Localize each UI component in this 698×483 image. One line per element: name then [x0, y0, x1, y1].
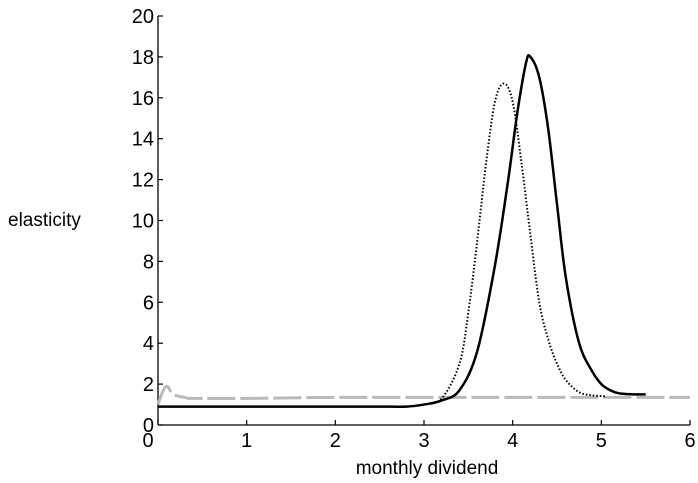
- axes: [157, 16, 690, 426]
- y-tick-label: 16: [132, 88, 154, 110]
- x-tick-label: 0: [142, 430, 153, 452]
- x-tick-label: 1: [241, 430, 252, 452]
- y-tick-label: 6: [143, 292, 154, 314]
- series-layer: [156, 54, 690, 408]
- series-line-solid: [158, 54, 646, 408]
- y-tick-label: 12: [132, 170, 154, 192]
- x-tick-label: 4: [507, 430, 518, 452]
- y-tick-label: 4: [143, 333, 154, 355]
- y-axis-ticks: 0 2 4 6 8 10 12 14 16 18 20: [132, 6, 163, 437]
- y-axis-title: elasticity: [8, 210, 81, 231]
- y-tick-label: 18: [132, 47, 154, 69]
- x-axis-ticks: 0 1 2 3 4 5 6: [142, 420, 696, 452]
- y-tick-label: 0: [143, 415, 154, 437]
- x-tick-label: 5: [596, 430, 607, 452]
- x-axis-title: monthly dividend: [356, 458, 499, 479]
- y-tick-label: 2: [143, 374, 154, 396]
- x-tick-label: 6: [684, 430, 695, 452]
- y-tick-label: 10: [132, 211, 154, 233]
- series-line-dashed: [156, 384, 690, 406]
- series-line-dotted: [423, 82, 606, 406]
- x-tick-label: 3: [418, 430, 429, 452]
- x-tick-label: 2: [330, 430, 341, 452]
- y-tick-label: 20: [132, 6, 154, 28]
- y-tick-label: 14: [132, 129, 154, 151]
- y-tick-label: 8: [143, 251, 154, 273]
